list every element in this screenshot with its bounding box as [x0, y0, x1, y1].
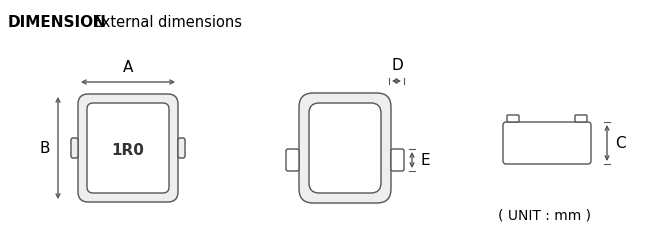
Text: E: E	[420, 152, 430, 168]
Text: C: C	[615, 135, 625, 150]
Text: DIMENSION: DIMENSION	[8, 15, 107, 30]
Text: D: D	[392, 58, 403, 73]
FancyBboxPatch shape	[87, 103, 169, 193]
FancyBboxPatch shape	[575, 115, 587, 122]
FancyBboxPatch shape	[78, 94, 178, 202]
FancyBboxPatch shape	[309, 103, 381, 193]
FancyBboxPatch shape	[299, 93, 391, 203]
Text: ( UNIT : mm ): ( UNIT : mm )	[499, 208, 592, 222]
Text: 1R0: 1R0	[112, 143, 145, 158]
FancyBboxPatch shape	[503, 122, 591, 164]
FancyBboxPatch shape	[286, 149, 299, 171]
Text: B: B	[39, 140, 50, 156]
Text: External dimensions: External dimensions	[88, 15, 242, 30]
FancyBboxPatch shape	[178, 138, 185, 158]
FancyBboxPatch shape	[391, 149, 404, 171]
FancyBboxPatch shape	[507, 115, 519, 122]
FancyBboxPatch shape	[71, 138, 78, 158]
Text: A: A	[123, 60, 133, 75]
